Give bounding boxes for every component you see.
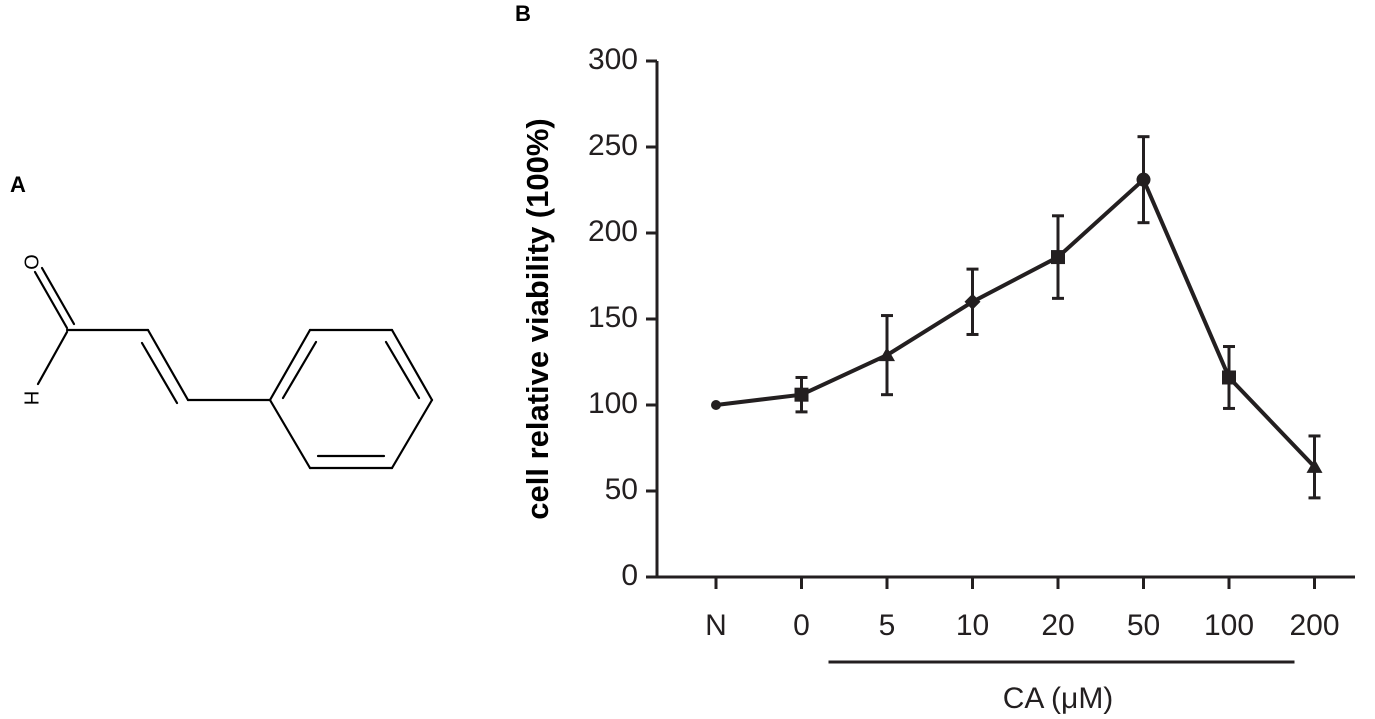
x-tick-label: 10 — [956, 609, 989, 642]
atom-oxygen: O — [20, 254, 42, 270]
group-label: CA (μM) — [1003, 682, 1114, 715]
x-tick-label: 20 — [1041, 609, 1074, 642]
ring-bond-1 — [268, 328, 312, 402]
series-line — [715, 177, 1316, 469]
bond-carbonyl-1 — [33, 270, 69, 330]
atom-hydrogen: H — [20, 391, 42, 405]
bond-carbonyl-2 — [40, 266, 76, 326]
bond-c2-c3 — [146, 328, 190, 402]
y-tick-label: 50 — [605, 473, 638, 506]
y-axis-title: cell relative viability (100%) — [520, 118, 555, 520]
panel-b-letter: B — [515, 1, 531, 26]
bond-ch — [36, 330, 69, 386]
data-point — [711, 400, 721, 410]
bond-c2-c3-double — [140, 341, 179, 405]
y-tick-label: 100 — [588, 387, 638, 420]
data-point — [794, 387, 809, 402]
x-tick-label: 200 — [1289, 609, 1339, 642]
data-point — [964, 293, 981, 310]
ring-inner-1 — [281, 340, 318, 400]
x-tick-label: 50 — [1127, 609, 1160, 642]
ring-bond-4 — [390, 398, 434, 470]
panel-a-letter: A — [10, 172, 26, 197]
data-point — [879, 347, 895, 362]
data-point — [1051, 250, 1065, 265]
y-tick-label: 300 — [588, 43, 638, 76]
x-tick-label: 5 — [879, 609, 896, 642]
x-tick-label: N — [705, 609, 727, 642]
data-point — [1306, 458, 1323, 473]
y-tick-label: 0 — [621, 559, 638, 592]
ring-inner-2 — [384, 340, 421, 400]
cinnamaldehyde-structure: O H — [20, 254, 434, 470]
y-tick-label: 150 — [588, 301, 638, 334]
y-tick-label: 250 — [588, 129, 638, 162]
ring-bond-3 — [390, 328, 434, 402]
x-tick-label: 100 — [1204, 609, 1254, 642]
data-point — [1136, 172, 1151, 187]
x-tick-label: 0 — [793, 609, 810, 642]
y-tick-label: 200 — [588, 215, 638, 248]
data-point — [1222, 370, 1236, 385]
ring-bond-6 — [268, 398, 312, 470]
